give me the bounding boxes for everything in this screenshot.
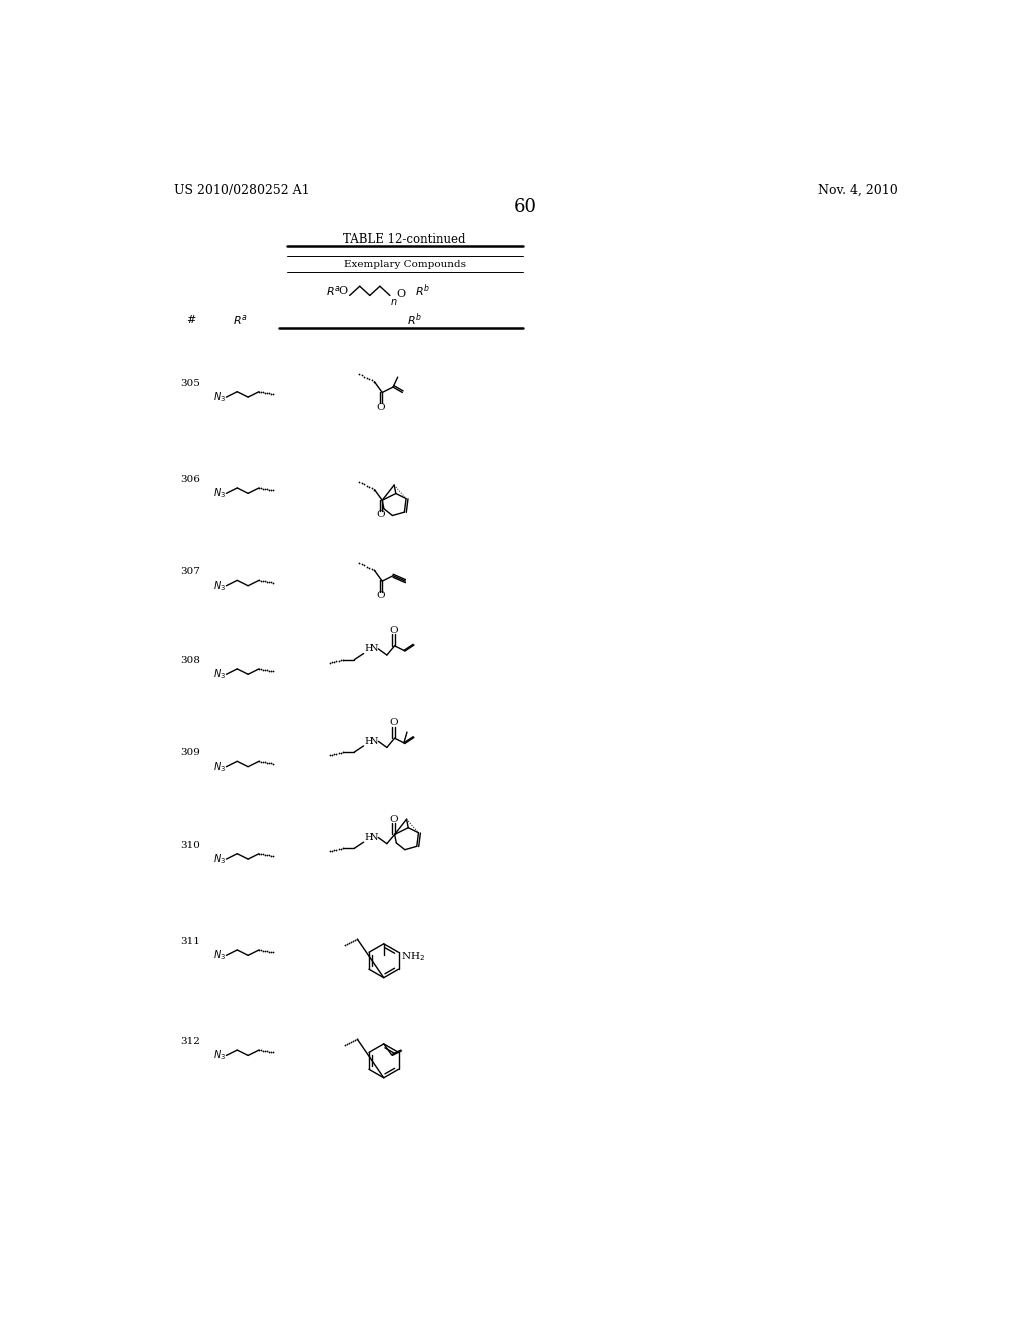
Text: $N_3$: $N_3$ xyxy=(213,853,226,866)
Text: 307: 307 xyxy=(180,568,201,577)
Text: Nov. 4, 2010: Nov. 4, 2010 xyxy=(818,185,897,197)
Text: N: N xyxy=(370,737,378,746)
Text: $N_3$: $N_3$ xyxy=(213,391,226,404)
Text: O: O xyxy=(389,814,397,824)
Text: O: O xyxy=(377,511,385,519)
Text: $R^b$: $R^b$ xyxy=(408,312,422,329)
Text: 309: 309 xyxy=(180,748,201,758)
Text: 306: 306 xyxy=(180,475,201,484)
Text: $R^a$: $R^a$ xyxy=(233,313,248,327)
Text: 308: 308 xyxy=(180,656,201,665)
Text: H: H xyxy=(364,737,373,746)
Text: 311: 311 xyxy=(180,937,201,946)
Text: $N_3$: $N_3$ xyxy=(213,668,226,681)
Text: $N_3$: $N_3$ xyxy=(213,1048,226,1063)
Text: #: # xyxy=(186,315,196,325)
Text: 310: 310 xyxy=(180,841,201,850)
Text: N: N xyxy=(370,644,378,653)
Text: $R^a$: $R^a$ xyxy=(326,284,340,298)
Text: US 2010/0280252 A1: US 2010/0280252 A1 xyxy=(174,185,310,197)
Text: $N_3$: $N_3$ xyxy=(213,760,226,774)
Text: 60: 60 xyxy=(513,198,537,216)
Text: N: N xyxy=(370,833,378,842)
Text: Exemplary Compounds: Exemplary Compounds xyxy=(344,260,466,269)
Text: H: H xyxy=(364,833,373,842)
Text: NH$_2$: NH$_2$ xyxy=(400,949,425,962)
Text: O: O xyxy=(377,591,385,601)
Text: TABLE 12-continued: TABLE 12-continued xyxy=(343,232,466,246)
Text: $N_3$: $N_3$ xyxy=(213,579,226,593)
Text: H: H xyxy=(364,644,373,653)
Text: $R^b$: $R^b$ xyxy=(415,282,430,300)
Text: 305: 305 xyxy=(180,379,201,388)
Text: O: O xyxy=(389,718,397,727)
Text: O: O xyxy=(338,286,347,296)
Text: $N_3$: $N_3$ xyxy=(213,487,226,500)
Text: O: O xyxy=(389,626,397,635)
Text: 312: 312 xyxy=(180,1038,201,1045)
Text: $n$: $n$ xyxy=(390,297,397,306)
Text: O: O xyxy=(396,289,406,298)
Text: O: O xyxy=(377,403,385,412)
Text: $N_3$: $N_3$ xyxy=(213,949,226,962)
